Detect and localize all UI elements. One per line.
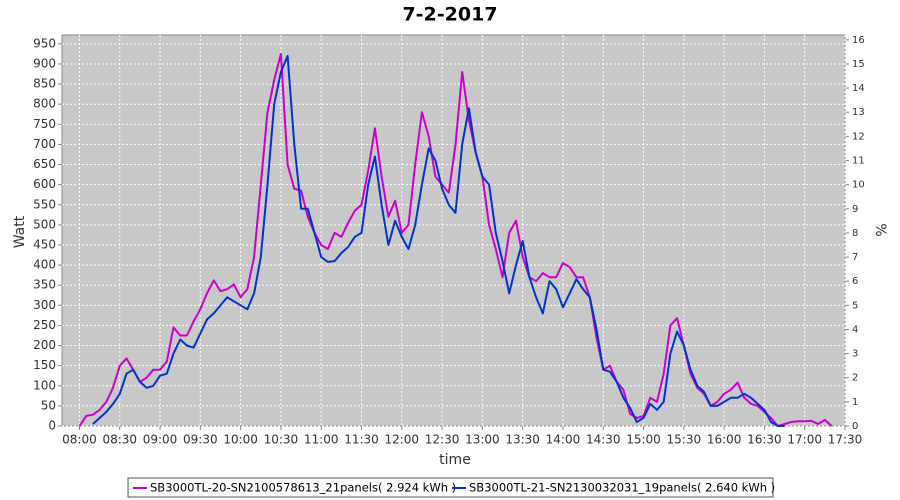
legend-box [127, 477, 774, 498]
y2-tick-label: 5 [852, 300, 858, 311]
y2-tick-label: 15 [852, 59, 865, 70]
y2-tick-label: 9 [852, 204, 858, 215]
x-tick-label: 17:30 [828, 433, 863, 447]
x-tick-label: 15:00 [626, 433, 661, 447]
x-tick-label: 13:00 [465, 433, 500, 447]
y-tick-label: 650 [33, 157, 56, 171]
y-tick-label: 50 [41, 398, 56, 412]
x-tick-label: 16:00 [707, 433, 742, 447]
x-tick-label: 09:00 [143, 433, 178, 447]
plot-area [61, 34, 846, 427]
y-tick-label: 0 [48, 419, 56, 433]
x-tick-label: 10:30 [264, 433, 299, 447]
y-tick-label: 200 [33, 338, 56, 352]
y-tick-label: 550 [33, 197, 56, 211]
x-tick-label: 11:00 [304, 433, 339, 447]
y-tick-label: 700 [33, 137, 56, 151]
y2-tick-label: 14 [852, 83, 865, 94]
x-tick-label: 13:30 [505, 433, 540, 447]
y-tick-label: 150 [33, 358, 56, 372]
y2-tick-label: 2 [852, 373, 858, 384]
y2-tick-label: 8 [852, 228, 858, 239]
chart-title: 7-2-2017 [402, 4, 497, 26]
x-tick-label: 12:00 [384, 433, 419, 447]
y-tick-label: 600 [33, 177, 56, 191]
y-tick-label: 500 [33, 217, 56, 231]
x-tick-label: 16:30 [747, 433, 782, 447]
y-tick-label: 800 [33, 97, 56, 111]
y2-tick-label: 16 [852, 35, 865, 46]
x-tick-label: 08:00 [62, 433, 97, 447]
y2-axis-label: % [872, 223, 888, 236]
series-line [92, 54, 785, 427]
y-tick-label: 350 [33, 278, 56, 292]
y2-tick-label: 10 [852, 180, 865, 191]
x-tick-label: 10:00 [223, 433, 258, 447]
y-tick-label: 250 [33, 318, 56, 332]
y-tick-label: 900 [33, 56, 56, 70]
y2-tick-label: 1 [852, 397, 858, 408]
x-tick-label: 08:30 [102, 433, 137, 447]
y2-tick-label: 13 [852, 107, 865, 118]
legend-label: SB3000TL-20-SN2100578613_21panels( 2.924… [150, 481, 456, 495]
y2-tick-label: 11 [852, 156, 865, 167]
y2-tick-label: 12 [852, 131, 865, 142]
x-tick-label: 12:30 [425, 433, 460, 447]
x-tick-label: 14:00 [546, 433, 581, 447]
legend-label: SB3000TL-21-SN2130032031_19panels( 2.640… [469, 481, 775, 495]
y2-tick-label: 4 [852, 324, 858, 335]
y2-tick-label: 6 [852, 276, 858, 287]
y-tick-label: 100 [33, 378, 56, 392]
x-tick-label: 11:30 [344, 433, 379, 447]
y2-tick-label: 3 [852, 349, 858, 360]
y-tick-label: 750 [33, 117, 56, 131]
x-tick-label: 14:30 [586, 433, 621, 447]
x-axis-label: time [439, 452, 471, 468]
x-tick-label: 17:00 [787, 433, 822, 447]
y2-tick-label: 7 [852, 252, 858, 263]
y-tick-label: 450 [33, 237, 56, 251]
x-tick-label: 09:30 [183, 433, 218, 447]
y-tick-label: 850 [33, 77, 56, 91]
y-tick-label: 950 [33, 36, 56, 50]
y2-tick-label: 0 [852, 421, 858, 432]
x-tick-label: 15:30 [667, 433, 702, 447]
y-tick-label: 400 [33, 258, 56, 272]
y-tick-label: 300 [33, 298, 56, 312]
y-axis-label: Watt [12, 215, 28, 248]
